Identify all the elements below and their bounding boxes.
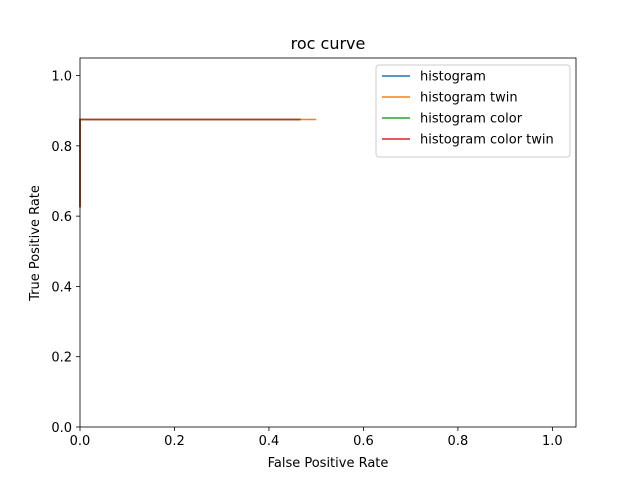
axes-frame bbox=[79, 57, 577, 428]
series-line-histogram-color-twin bbox=[79, 118, 301, 208]
legend-box bbox=[375, 64, 571, 158]
y-tick-label: 0.0 bbox=[51, 421, 72, 436]
legend-entry: histogram bbox=[420, 70, 486, 85]
y-tick-label: 0.6 bbox=[51, 210, 72, 225]
plot-area bbox=[79, 57, 577, 428]
chart-title: roc curve bbox=[291, 34, 366, 53]
x-tick-label: 0.8 bbox=[448, 434, 469, 449]
legend-entry: histogram color twin bbox=[420, 133, 554, 148]
x-axis-label: False Positive Rate bbox=[268, 456, 389, 471]
legend-entry: histogram color bbox=[420, 112, 523, 127]
y-tick-label: 0.4 bbox=[51, 280, 72, 295]
series-line-histogram-twin bbox=[79, 118, 317, 208]
legend-entry: histogram twin bbox=[420, 91, 518, 106]
x-tick-label: 0.4 bbox=[259, 434, 280, 449]
y-tick-label: 0.2 bbox=[51, 351, 72, 366]
x-tick-label: 0.0 bbox=[70, 434, 91, 449]
y-tick-label: 1.0 bbox=[51, 70, 72, 85]
x-tick-label: 0.2 bbox=[164, 434, 185, 449]
x-tick-label: 0.6 bbox=[353, 434, 374, 449]
y-axis-ticks: 0.0 0.2 0.4 0.6 0.8 1.0 bbox=[51, 70, 80, 436]
series-line-histogram bbox=[79, 118, 301, 208]
x-axis-ticks: 0.0 0.2 0.4 0.6 0.8 1.0 bbox=[70, 427, 563, 449]
legend: histogram histogram twin histogram color hi… bbox=[375, 64, 571, 158]
series-line-histogram-color bbox=[79, 118, 301, 208]
x-tick-label: 1.0 bbox=[542, 434, 563, 449]
y-tick-label: 0.8 bbox=[51, 140, 72, 155]
y-axis-label: True Positive Rate bbox=[28, 185, 43, 302]
